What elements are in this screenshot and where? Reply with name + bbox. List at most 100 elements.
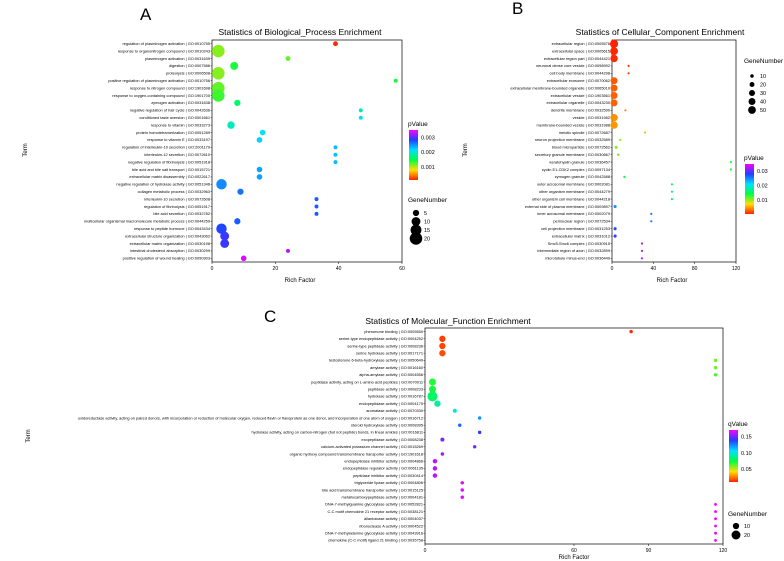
size-legend-label: 10 xyxy=(760,74,766,80)
x-tick-label: 20 xyxy=(273,266,279,272)
data-point xyxy=(613,204,617,209)
data-point xyxy=(333,41,338,47)
data-point xyxy=(234,99,241,107)
term-label: positive regulation of wound healing | G… xyxy=(123,256,210,261)
size-legend-dot xyxy=(750,74,754,78)
term-label: ribonuclease A activity | GO:0004522 xyxy=(359,523,423,528)
data-point xyxy=(613,234,617,238)
data-point xyxy=(460,488,464,492)
term-label: zymogen activation | GO:0031638 xyxy=(151,100,210,105)
data-point xyxy=(333,160,338,165)
data-point xyxy=(650,220,653,223)
size-legend-label: 20 xyxy=(760,83,766,89)
data-point xyxy=(216,223,227,234)
term-label: response to nitrogen compound | GO:19016… xyxy=(130,85,210,90)
term-label: extracellular matrix | GO:0031012 xyxy=(552,233,610,238)
size-legend-label: 10 xyxy=(424,220,430,226)
data-point xyxy=(623,175,626,178)
data-point xyxy=(460,481,464,485)
term-label: extracellular organelle | GO:0043230 xyxy=(546,100,610,105)
term-label: peptidase activity, acting on L-amino ac… xyxy=(311,379,423,384)
color-legend-tick: 0.05 xyxy=(741,467,752,473)
data-point xyxy=(333,152,338,157)
data-point xyxy=(432,466,438,471)
color-legend-tick: 0.02 xyxy=(757,184,768,190)
data-point xyxy=(640,257,644,260)
chart-b-color-bar xyxy=(745,164,754,214)
size-legend-dot xyxy=(409,232,423,245)
chart-b-plot-area xyxy=(611,39,737,263)
term-label: external side of plasma membrane | GO:00… xyxy=(525,204,610,209)
term-label: aromatase activity | GO:0070330 xyxy=(366,408,424,413)
x-tick-label: 40 xyxy=(651,266,657,272)
data-point xyxy=(216,179,227,190)
data-point xyxy=(619,138,622,142)
chart-b: Statistics of Cellular_Component Enrichm… xyxy=(463,27,784,284)
data-point xyxy=(670,198,674,201)
size-legend-label: 50 xyxy=(760,108,766,114)
term-label: extracellular exosome | GO:0070062 xyxy=(547,78,610,83)
data-point xyxy=(713,358,718,363)
data-point xyxy=(714,510,717,514)
data-point xyxy=(428,385,436,393)
term-label: negative regulation of hydrolase activit… xyxy=(116,182,210,187)
term-label: exopeptidase activity | GO:0008238 xyxy=(361,437,423,442)
chart-a-color-legend-title: pValue xyxy=(408,121,428,128)
term-label: perinuclear region | GO:0072534 xyxy=(553,219,610,224)
data-point xyxy=(472,445,477,449)
data-point xyxy=(714,524,717,528)
term-label: serine-type peptidase activity | GO:0008… xyxy=(347,343,423,348)
data-point xyxy=(609,39,619,48)
chart-c-size-legend-title: GeneNumber xyxy=(728,511,768,518)
chart-b-size-legend-title: GeneNumber xyxy=(744,58,784,65)
term-label: Smc5-Smc6 complex | GO:0030915 xyxy=(548,241,610,246)
term-label: endopeptidase regulator activity | GO:00… xyxy=(343,466,423,471)
data-point xyxy=(314,211,319,216)
size-legend-dot xyxy=(748,98,756,105)
x-tick-label: 120 xyxy=(732,266,741,272)
size-legend-label: 15 xyxy=(424,228,430,234)
term-label: extracellular region | GO:0005576 xyxy=(552,41,610,46)
term-label: endopeptidase activity | GO:0004175 xyxy=(359,401,423,406)
x-tick-label: 0 xyxy=(211,266,214,272)
chart-a-size-legend-title: GeneNumber xyxy=(408,197,448,204)
data-point xyxy=(610,92,618,99)
chart-b-y-label: Term xyxy=(463,143,469,156)
term-label: endopeptidase inhibitor activity | GO:00… xyxy=(344,459,423,464)
chart-c-color-bar xyxy=(729,430,738,482)
data-point xyxy=(627,72,630,75)
term-label: extracellular membrane-bounded organelle… xyxy=(510,85,610,90)
data-point xyxy=(670,183,674,186)
size-legend-label: 20 xyxy=(744,533,750,539)
data-point xyxy=(237,188,244,195)
data-point xyxy=(439,342,446,350)
color-legend-tick: 0.001 xyxy=(421,165,435,171)
data-point xyxy=(714,502,717,506)
chart-c-plot-area xyxy=(424,327,724,545)
term-label: bile acid secretion | GO:0032782 xyxy=(153,211,210,216)
term-label: allantoicase activity | GO:0004037 xyxy=(364,516,423,521)
size-legend-dot xyxy=(411,217,421,226)
data-point xyxy=(610,77,618,85)
term-label: response to vitamin | GO:0033273 xyxy=(151,122,210,127)
data-point xyxy=(629,329,633,334)
size-legend-dot xyxy=(412,209,420,217)
term-label: bile acid transmembrane transporter acti… xyxy=(322,487,423,492)
color-legend-tick: 0.003 xyxy=(421,135,435,141)
term-label: cell projection membrane | GO:0031253 xyxy=(541,226,610,231)
data-point xyxy=(452,408,457,413)
term-label: blood microparticle | GO:0072562 xyxy=(552,145,610,150)
term-label: multicellular organismal macromolecule m… xyxy=(84,219,210,224)
term-label: cell body membrane | GO:0044298 xyxy=(550,71,611,76)
term-label: keratohyalin granule | GO:0036457 xyxy=(550,159,611,164)
term-label: peptidase activity | GO:0008233 xyxy=(368,387,423,392)
chart-b-x-label: Rich Factor xyxy=(657,278,688,284)
term-label: chemokine (C-C motif) ligand 21 binding … xyxy=(328,538,423,543)
chart-c-color-legend-title: qValue xyxy=(728,421,748,428)
data-point xyxy=(670,190,674,193)
chart-a-x-label: Rich Factor xyxy=(285,278,316,284)
data-point xyxy=(212,67,225,80)
term-label: response to peptide hormone | GO:0043434 xyxy=(134,226,211,231)
data-point xyxy=(714,538,717,542)
